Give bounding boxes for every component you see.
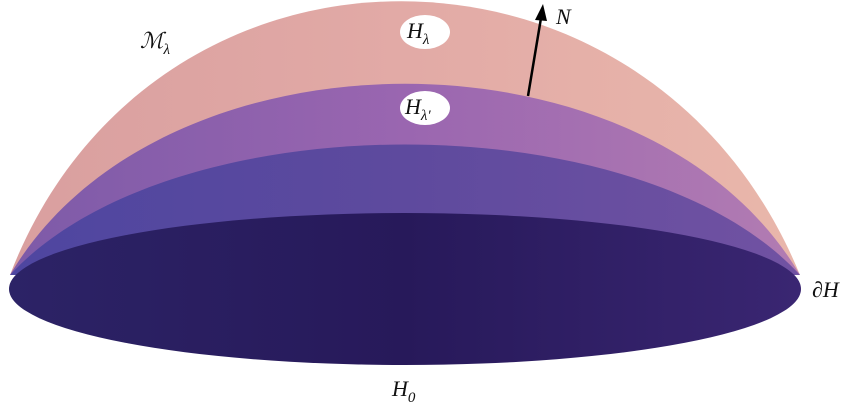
arrow-head <box>535 4 547 21</box>
base-disk <box>9 213 801 365</box>
normal-label: N <box>555 4 572 29</box>
diagram: ℳλ Hλ Hλ′ N ∂H H0 <box>0 0 847 411</box>
manifold-label: ℳλ <box>140 28 171 58</box>
h-zero-label: H0 <box>391 376 416 406</box>
boundary-label: ∂H <box>812 277 840 302</box>
